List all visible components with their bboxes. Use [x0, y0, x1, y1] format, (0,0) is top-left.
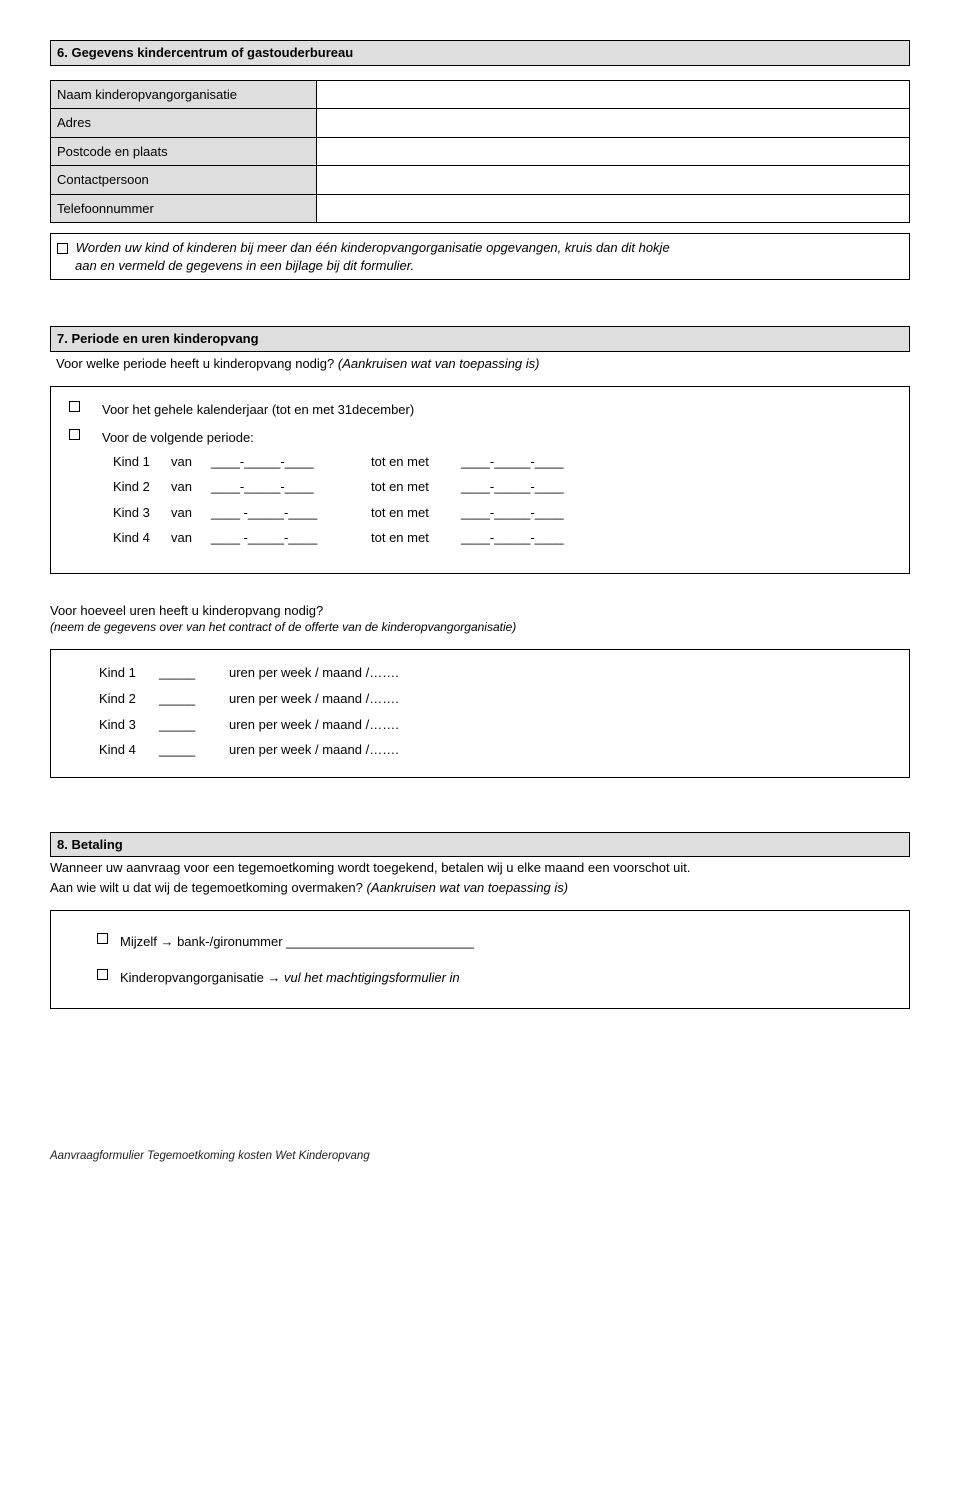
section-8-intro1: Wanneer uw aanvraag voor een tegemoetkom…	[50, 857, 910, 877]
hours-question: Voor hoeveel uren heeft u kinderopvang n…	[50, 602, 910, 620]
contact-label: Contactpersoon	[51, 166, 317, 195]
section-8-intro2: Aan wie wilt u dat wij de tegemoetkoming…	[50, 877, 910, 897]
payment-options-box: Mijzelf → bank-/gironummer _____________…	[50, 910, 910, 1009]
hours-text: uren per week / maand /…….	[229, 716, 399, 734]
org-label: Kinderopvangorganisatie → vul het machti…	[112, 969, 460, 987]
kind-tot: tot en met	[371, 529, 461, 547]
kind-tot: tot en met	[371, 504, 461, 522]
postcode-label: Postcode en plaats	[51, 137, 317, 166]
whole-year-label: Voor het gehele kalenderjaar (tot en met…	[84, 401, 414, 419]
table-row: Telefoonnummer	[51, 194, 910, 223]
payment-hint: (Aankruisen wat van toepassing is)	[367, 880, 569, 895]
kind-date-to[interactable]: ____-_____-____	[461, 529, 621, 547]
hours-row: Kind 2 _____ uren per week / maand /…….	[99, 690, 891, 708]
phone-field[interactable]	[317, 194, 910, 223]
kind-name: Kind 3	[113, 504, 171, 522]
kind-date-from[interactable]: ____-_____-____	[211, 478, 371, 496]
following-period-checkbox[interactable]	[69, 429, 80, 440]
kind-name: Kind 2	[113, 478, 171, 496]
payment-question: Aan wie wilt u dat wij de tegemoetkoming…	[50, 880, 367, 895]
kind-tot: tot en met	[371, 453, 461, 471]
address-field[interactable]	[317, 109, 910, 138]
hours-kind-name: Kind 2	[99, 690, 159, 708]
kind-van: van	[171, 478, 211, 496]
multi-org-checkbox[interactable]	[57, 243, 68, 254]
whole-year-checkbox[interactable]	[69, 401, 80, 412]
payment-option-self: Mijzelf → bank-/gironummer _____________…	[97, 933, 883, 951]
kind-row: Kind 3 van ____ -_____-____ tot en met _…	[113, 504, 891, 522]
section-7-header: 7. Periode en uren kinderopvang	[50, 326, 910, 352]
postcode-field[interactable]	[317, 137, 910, 166]
kind-date-from[interactable]: ____-_____-____	[211, 453, 371, 471]
org-name-label: Naam kinderopvangorganisatie	[51, 80, 317, 109]
kind-name: Kind 1	[113, 453, 171, 471]
arrow-icon: →	[160, 934, 173, 949]
hours-hint: (neem de gegevens over van het contract …	[50, 619, 910, 635]
kind-row: Kind 1 van ____-_____-____ tot en met __…	[113, 453, 891, 471]
kind-row: Kind 4 van ____ -_____-____ tot en met _…	[113, 529, 891, 547]
kind-period-list: Kind 1 van ____-_____-____ tot en met __…	[69, 453, 891, 547]
kind-van: van	[171, 453, 211, 471]
kind-date-to[interactable]: ____-_____-____	[461, 504, 621, 522]
page-footer: Aanvraagformulier Tegemoetkoming kosten …	[50, 1149, 910, 1165]
multi-org-note: Worden uw kind of kinderen bij meer dan …	[50, 233, 910, 280]
table-row: Adres	[51, 109, 910, 138]
table-row: Postcode en plaats	[51, 137, 910, 166]
kind-date-from[interactable]: ____ -_____-____	[211, 504, 371, 522]
hours-blank[interactable]: _____	[159, 664, 229, 682]
table-row: Naam kinderopvangorganisatie	[51, 80, 910, 109]
contact-field[interactable]	[317, 166, 910, 195]
hours-kind-name: Kind 1	[99, 664, 159, 682]
org-info-table: Naam kinderopvangorganisatie Adres Postc…	[50, 80, 910, 224]
section-6-header: 6. Gegevens kindercentrum of gastouderbu…	[50, 40, 910, 66]
hours-blank[interactable]: _____	[159, 690, 229, 708]
arrow-icon: →	[267, 970, 280, 985]
kind-date-from[interactable]: ____ -_____-____	[211, 529, 371, 547]
note-text-line1: Worden uw kind of kinderen bij meer dan …	[76, 240, 670, 255]
kind-name: Kind 4	[113, 529, 171, 547]
hours-text: uren per week / maand /…….	[229, 690, 399, 708]
section-8-header: 8. Betaling	[50, 832, 910, 858]
kind-van: van	[171, 504, 211, 522]
following-period-label: Voor de volgende periode:	[84, 429, 254, 447]
kind-date-to[interactable]: ____-_____-____	[461, 478, 621, 496]
phone-label: Telefoonnummer	[51, 194, 317, 223]
note-text-line2: aan en vermeld de gegevens in een bijlag…	[57, 257, 414, 275]
payment-option-org: Kinderopvangorganisatie → vul het machti…	[97, 969, 883, 987]
hours-box: Kind 1 _____ uren per week / maand /……. …	[50, 649, 910, 777]
hours-question-block: Voor hoeveel uren heeft u kinderopvang n…	[50, 602, 910, 636]
kind-row: Kind 2 van ____-_____-____ tot en met __…	[113, 478, 891, 496]
hours-row: Kind 4 _____ uren per week / maand /…….	[99, 741, 891, 759]
hours-row: Kind 3 _____ uren per week / maand /…….	[99, 716, 891, 734]
org-checkbox[interactable]	[97, 969, 108, 980]
option-whole-year: Voor het gehele kalenderjaar (tot en met…	[69, 401, 891, 419]
kind-van: van	[171, 529, 211, 547]
address-label: Adres	[51, 109, 317, 138]
self-label: Mijzelf → bank-/gironummer _____________…	[112, 933, 474, 951]
period-question: Voor welke periode heeft u kinderopvang …	[56, 356, 338, 371]
section-7-intro: Voor welke periode heeft u kinderopvang …	[50, 352, 910, 373]
hours-row: Kind 1 _____ uren per week / maand /…….	[99, 664, 891, 682]
org-text: Kinderopvangorganisatie	[120, 970, 267, 985]
table-row: Contactpersoon	[51, 166, 910, 195]
self-text: Mijzelf	[120, 934, 160, 949]
kind-tot: tot en met	[371, 478, 461, 496]
hours-kind-name: Kind 4	[99, 741, 159, 759]
period-hint: (Aankruisen wat van toepassing is)	[338, 356, 540, 371]
kind-date-to[interactable]: ____-_____-____	[461, 453, 621, 471]
hours-blank[interactable]: _____	[159, 716, 229, 734]
bank-number-blank[interactable]: bank-/gironummer _______________________…	[173, 934, 474, 949]
period-options-box: Voor het gehele kalenderjaar (tot en met…	[50, 386, 910, 573]
hours-kind-name: Kind 3	[99, 716, 159, 734]
option-following-period: Voor de volgende periode:	[69, 429, 891, 447]
hours-text: uren per week / maand /…….	[229, 741, 399, 759]
auth-form-note: vul het machtigingsformulier in	[280, 970, 459, 985]
org-name-field[interactable]	[317, 80, 910, 109]
hours-blank[interactable]: _____	[159, 741, 229, 759]
self-checkbox[interactable]	[97, 933, 108, 944]
hours-list: Kind 1 _____ uren per week / maand /……. …	[69, 664, 891, 758]
hours-text: uren per week / maand /…….	[229, 664, 399, 682]
